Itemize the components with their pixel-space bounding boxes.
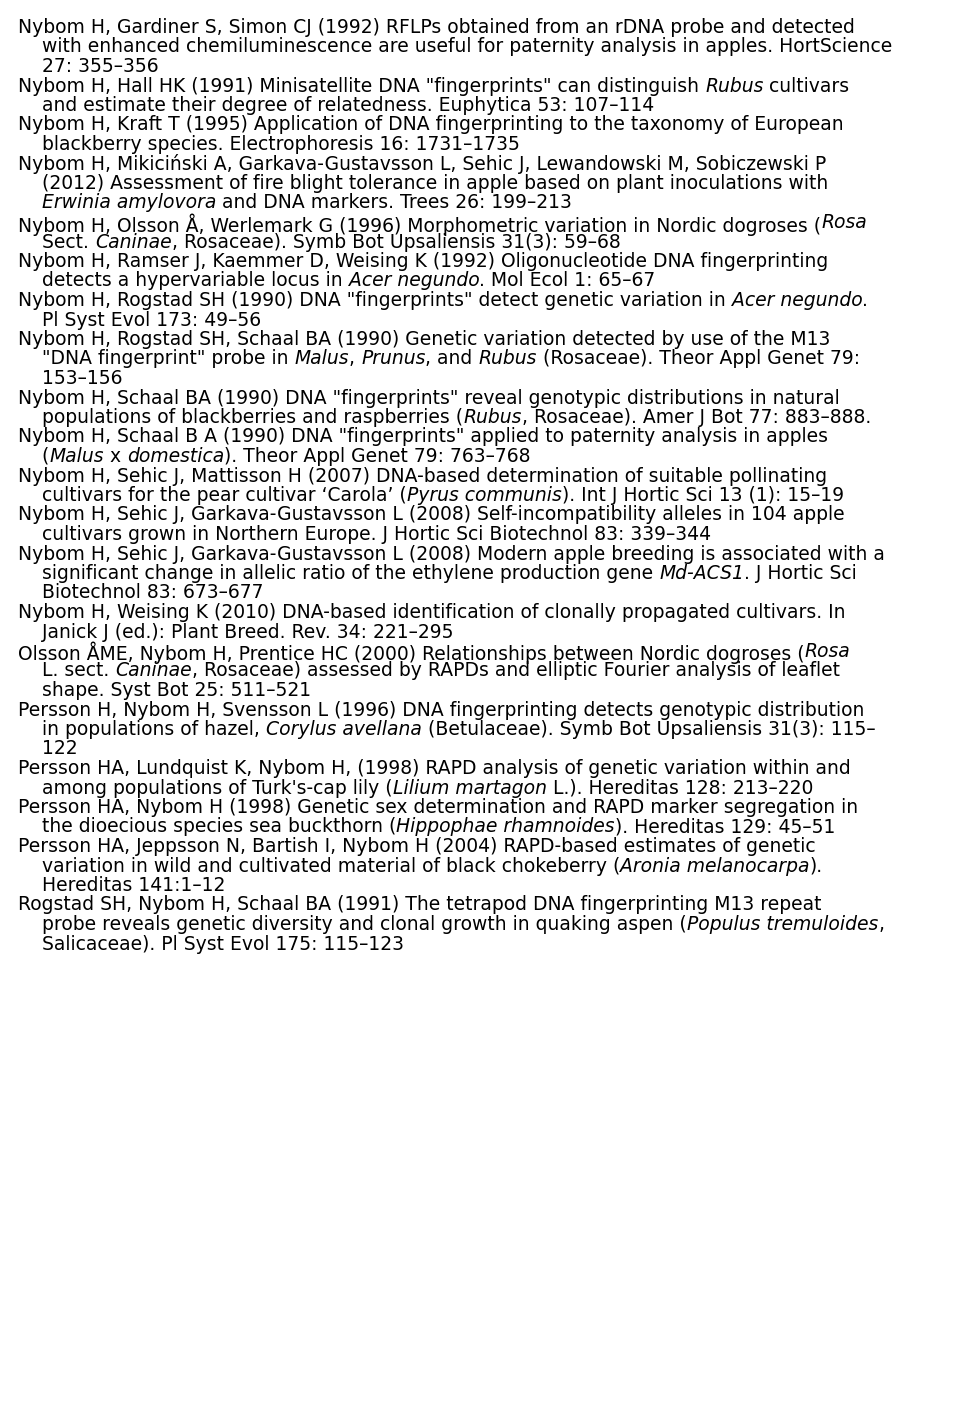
Text: among populations of Turk's-cap lily (: among populations of Turk's-cap lily (	[18, 779, 393, 797]
Text: variation in wild and cultivated material of black chokeberry (: variation in wild and cultivated materia…	[18, 856, 620, 875]
Text: Rosa: Rosa	[821, 213, 867, 231]
Text: Nybom H, Sehic J, Mattisson H (2007) DNA-based determination of suitable pollina: Nybom H, Sehic J, Mattisson H (2007) DNA…	[18, 467, 828, 485]
Text: Nybom H, Schaal BA (1990) DNA "fingerprints" reveal genotypic distributions in n: Nybom H, Schaal BA (1990) DNA "fingerpri…	[18, 389, 840, 407]
Text: probe reveals genetic diversity and clonal growth in quaking aspen (: probe reveals genetic diversity and clon…	[18, 915, 686, 934]
Text: and DNA markers. Trees 26: 199–213: and DNA markers. Trees 26: 199–213	[216, 194, 572, 212]
Text: Erwinia amylovora: Erwinia amylovora	[42, 194, 216, 212]
Text: Lilium martagon: Lilium martagon	[393, 779, 546, 797]
Text: Nybom H, Rogstad SH, Schaal BA (1990) Genetic variation detected by use of the M: Nybom H, Rogstad SH, Schaal BA (1990) Ge…	[18, 330, 830, 349]
Text: Corylus avellana: Corylus avellana	[266, 720, 421, 739]
Text: , Rosaceae). Symb Bot Upsaliensis 31(3): 59–68: , Rosaceae). Symb Bot Upsaliensis 31(3):…	[172, 233, 620, 251]
Text: Persson H, Nybom H, Svensson L (1996) DNA fingerprinting detects genotypic distr: Persson H, Nybom H, Svensson L (1996) DN…	[18, 700, 864, 720]
Text: with enhanced chemiluminescence are useful for paternity analysis in apples. Hor: with enhanced chemiluminescence are usef…	[18, 38, 892, 56]
Text: Nybom H, Sehic J, Garkava-Gustavsson L (2008) Self-incompatibility alleles in 10: Nybom H, Sehic J, Garkava-Gustavsson L (…	[18, 505, 845, 525]
Text: Nybom H, Kraft T (1995) Application of DNA fingerprinting to the taxonomy of Eur: Nybom H, Kraft T (1995) Application of D…	[18, 115, 844, 135]
Text: Rosa: Rosa	[804, 643, 851, 661]
Text: , Rosaceae). Amer J Bot 77: 883–888.: , Rosaceae). Amer J Bot 77: 883–888.	[521, 408, 871, 427]
Text: Caninae: Caninae	[115, 661, 192, 680]
Text: Nybom H, Ramser J, Kaemmer D, Weising K (1992) Oligonucleotide DNA fingerprintin: Nybom H, Ramser J, Kaemmer D, Weising K …	[18, 253, 828, 271]
Text: Janick J (ed.): Plant Breed. Rev. 34: 221–295: Janick J (ed.): Plant Breed. Rev. 34: 22…	[18, 623, 453, 641]
Text: cultivars grown in Northern Europe. J Hortic Sci Biotechnol 83: 339–344: cultivars grown in Northern Europe. J Ho…	[18, 525, 711, 544]
Text: Sect.: Sect.	[18, 233, 95, 251]
Text: 27: 355–356: 27: 355–356	[18, 58, 158, 76]
Text: (Rosaceae). Theor Appl Genet 79:: (Rosaceae). Theor Appl Genet 79:	[537, 349, 860, 369]
Text: cultivars: cultivars	[763, 77, 850, 95]
Text: ,: ,	[878, 915, 884, 934]
Text: populations of blackberries and raspberries (: populations of blackberries and raspberr…	[18, 408, 463, 427]
Text: Rubus: Rubus	[463, 408, 521, 427]
Text: in populations of hazel,: in populations of hazel,	[18, 720, 266, 739]
Text: Pyrus communis: Pyrus communis	[407, 485, 562, 505]
Text: Rogstad SH, Nybom H, Schaal BA (1991) The tetrapod DNA fingerprinting M13 repeat: Rogstad SH, Nybom H, Schaal BA (1991) Th…	[18, 895, 822, 915]
Text: shape. Syst Bot 25: 511–521: shape. Syst Bot 25: 511–521	[18, 680, 311, 700]
Text: Persson HA, Lundquist K, Nybom H, (1998) RAPD analysis of genetic variation with: Persson HA, Lundquist K, Nybom H, (1998)…	[18, 759, 851, 779]
Text: significant change in allelic ratio of the ethylene production gene: significant change in allelic ratio of t…	[18, 564, 660, 584]
Text: Acer negundo: Acer negundo	[348, 272, 479, 290]
Text: Rubus: Rubus	[705, 77, 763, 95]
Text: , Rosaceae) assessed by RAPDs and elliptic Fourier analysis of leaflet: , Rosaceae) assessed by RAPDs and ellipt…	[192, 661, 840, 680]
Text: (: (	[18, 448, 49, 466]
Text: Nybom H, Sehic J, Garkava-Gustavsson L (2008) Modern apple breeding is associate: Nybom H, Sehic J, Garkava-Gustavsson L (…	[18, 544, 885, 564]
Text: 122: 122	[18, 739, 78, 759]
Text: Nybom H, Gardiner S, Simon CJ (1992) RFLPs obtained from an rDNA probe and detec: Nybom H, Gardiner S, Simon CJ (1992) RFL…	[18, 18, 854, 36]
Text: Nybom H, Rogstad SH (1990) DNA "fingerprints" detect genetic variation in: Nybom H, Rogstad SH (1990) DNA "fingerpr…	[18, 290, 732, 310]
Text: and estimate their degree of relatedness. Euphytica 53: 107–114: and estimate their degree of relatedness…	[18, 95, 655, 115]
Text: . J Hortic Sci: . J Hortic Sci	[744, 564, 856, 584]
Text: Salicaceae). Pl Syst Evol 175: 115–123: Salicaceae). Pl Syst Evol 175: 115–123	[18, 934, 404, 954]
Text: Olsson ÅME, Nybom H, Prentice HC (2000) Relationships between Nordic dogroses (: Olsson ÅME, Nybom H, Prentice HC (2000) …	[18, 643, 804, 665]
Text: , and: , and	[425, 349, 479, 369]
Text: the dioecious species sea buckthorn (: the dioecious species sea buckthorn (	[18, 818, 396, 836]
Text: ). Int J Hortic Sci 13 (1): 15–19: ). Int J Hortic Sci 13 (1): 15–19	[562, 485, 844, 505]
Text: detects a hypervariable locus in: detects a hypervariable locus in	[18, 272, 348, 290]
Text: "DNA fingerprint" probe in: "DNA fingerprint" probe in	[18, 349, 295, 369]
Text: . Mol Ecol 1: 65–67: . Mol Ecol 1: 65–67	[479, 272, 656, 290]
Text: Pl Syst Evol 173: 49–56: Pl Syst Evol 173: 49–56	[18, 310, 261, 330]
Text: ,: ,	[349, 349, 361, 369]
Text: Nybom H, Hall HK (1991) Minisatellite DNA "fingerprints" can distinguish: Nybom H, Hall HK (1991) Minisatellite DN…	[18, 77, 705, 95]
Text: Hippophae rhamnoides: Hippophae rhamnoides	[396, 818, 614, 836]
Text: Nybom H, Mikiciński A, Garkava-Gustavsson L, Sehic J, Lewandowski M, Sobiczewski: Nybom H, Mikiciński A, Garkava-Gustavsso…	[18, 154, 827, 174]
Text: Md-ACS1: Md-ACS1	[660, 564, 744, 584]
Text: 153–156: 153–156	[18, 369, 123, 389]
Text: Nybom H, Schaal B A (1990) DNA "fingerprints" applied to paternity analysis in a: Nybom H, Schaal B A (1990) DNA "fingerpr…	[18, 428, 828, 446]
Text: L. sect.: L. sect.	[18, 661, 115, 680]
Text: cultivars for the pear cultivar ‘Carola’ (: cultivars for the pear cultivar ‘Carola’…	[18, 485, 407, 505]
Text: L.). Hereditas 128: 213–220: L.). Hereditas 128: 213–220	[546, 779, 813, 797]
Text: Prunus: Prunus	[361, 349, 425, 369]
Text: Acer negundo: Acer negundo	[732, 290, 862, 310]
Text: Persson HA, Nybom H (1998) Genetic sex determination and RAPD marker segregation: Persson HA, Nybom H (1998) Genetic sex d…	[18, 798, 858, 817]
Text: blackberry species. Electrophoresis 16: 1731–1735: blackberry species. Electrophoresis 16: …	[18, 135, 520, 154]
Text: domestica: domestica	[127, 448, 225, 466]
Text: .: .	[862, 290, 869, 310]
Text: ).: ).	[810, 856, 823, 875]
Text: Aronia melanocarpa: Aronia melanocarpa	[620, 856, 810, 875]
Text: (Betulaceae). Symb Bot Upsaliensis 31(3): 115–: (Betulaceae). Symb Bot Upsaliensis 31(3)…	[421, 720, 876, 739]
Text: Hereditas 141:1–12: Hereditas 141:1–12	[18, 875, 226, 895]
Text: Malus: Malus	[49, 448, 104, 466]
Text: Biotechnol 83: 673–677: Biotechnol 83: 673–677	[18, 584, 263, 602]
Text: ). Hereditas 129: 45–51: ). Hereditas 129: 45–51	[614, 818, 835, 836]
Text: Persson HA, Jeppsson N, Bartish I, Nybom H (2004) RAPD-based estimates of geneti: Persson HA, Jeppsson N, Bartish I, Nybom…	[18, 838, 816, 856]
Text: Caninae: Caninae	[95, 233, 172, 251]
Text: Rubus: Rubus	[479, 349, 537, 369]
Text: ). Theor Appl Genet 79: 763–768: ). Theor Appl Genet 79: 763–768	[225, 448, 531, 466]
Text: Nybom H, Olsson Å, Werlemark G (1996) Morphometric variation in Nordic dogroses : Nybom H, Olsson Å, Werlemark G (1996) Mo…	[18, 213, 821, 236]
Text: Nybom H, Weising K (2010) DNA-based identification of clonally propagated cultiv: Nybom H, Weising K (2010) DNA-based iden…	[18, 603, 846, 622]
Text: Populus tremuloides: Populus tremuloides	[686, 915, 878, 934]
Text: Malus: Malus	[295, 349, 349, 369]
Text: (2012) Assessment of fire blight tolerance in apple based on plant inoculations : (2012) Assessment of fire blight toleran…	[18, 174, 828, 194]
Text: x: x	[104, 448, 127, 466]
